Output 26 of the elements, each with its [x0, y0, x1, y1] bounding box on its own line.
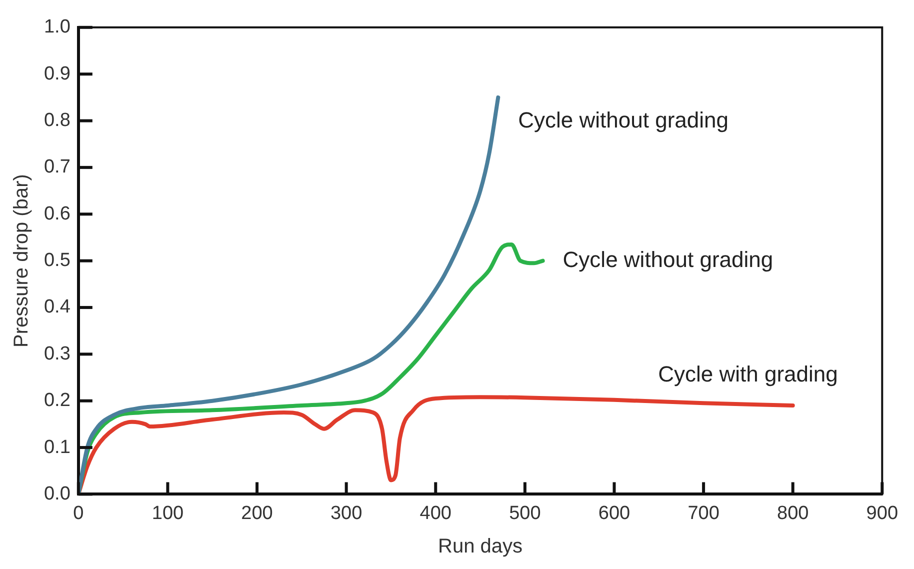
y-tick-label: 0.2 [44, 390, 70, 412]
series-label: Cycle without grading [518, 107, 728, 132]
series-label: Cycle with grading [658, 362, 838, 387]
y-tick-label: 0.1 [44, 436, 70, 458]
y-tick-label: 0.8 [44, 110, 70, 131]
y-tick-label: 0.3 [44, 343, 70, 364]
y-axis-title: Pressure drop (bar) [10, 174, 33, 348]
series-label: Cycle without grading [562, 246, 774, 272]
x-axis-title: Run days [438, 536, 523, 558]
x-tick-label: 200 [241, 502, 273, 524]
y-tick-label: 0.6 [44, 203, 70, 224]
x-tick-label: 500 [509, 502, 541, 524]
y-tick-label: 0.4 [44, 296, 71, 318]
x-tick-label: 0 [73, 502, 84, 524]
y-tick-label: 0.7 [44, 156, 70, 178]
x-tick-label: 900 [866, 502, 898, 524]
y-tick-label: 0.0 [44, 483, 70, 504]
x-tick-label: 700 [688, 502, 720, 524]
x-tick-label: 800 [776, 502, 809, 524]
x-tick-label: 600 [598, 502, 630, 524]
y-tick-label: 0.5 [44, 250, 70, 272]
x-tick-label: 300 [330, 502, 362, 524]
x-tick-label: 100 [152, 502, 184, 524]
y-tick-label: 1.0 [44, 16, 70, 38]
x-tick-label: 400 [420, 502, 452, 524]
y-tick-label: 0.9 [44, 63, 70, 84]
